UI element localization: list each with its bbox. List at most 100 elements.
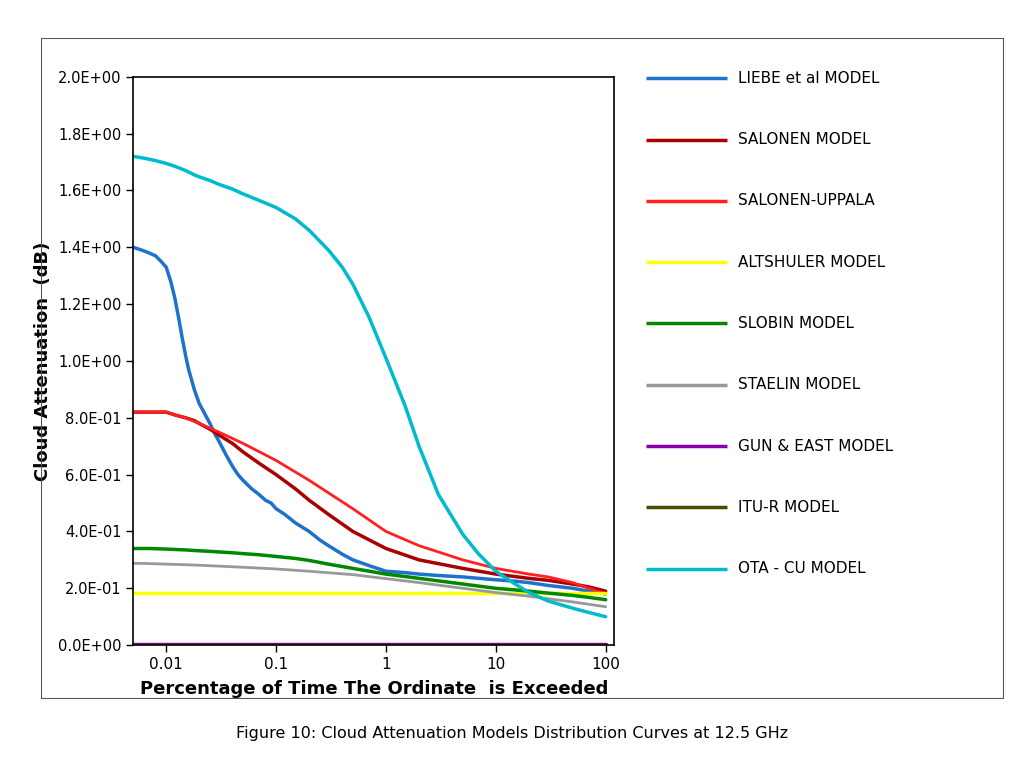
Y-axis label: Cloud Attenuation  (dB): Cloud Attenuation (dB) [34, 241, 52, 481]
Text: ALTSHULER MODEL: ALTSHULER MODEL [738, 255, 886, 270]
OTA - CU MODEL [473, 550, 485, 559]
LIEBE et al MODEL [432, 571, 444, 580]
SLOBIN MODEL [323, 560, 335, 569]
LIEBE et al MODEL [413, 570, 425, 579]
LIEBE et al MODEL [265, 498, 278, 508]
Text: Figure 10: Cloud Attenuation Models Distribution Curves at 12.5 GHz: Figure 10: Cloud Attenuation Models Dist… [236, 726, 788, 741]
LIEBE et al MODEL [226, 462, 239, 471]
SALONEN-UPPALA [347, 504, 359, 513]
GUN & EAST MODEL [457, 640, 469, 649]
LIEBE et al MODEL [336, 550, 348, 559]
LIEBE et al MODEL [313, 535, 326, 545]
SALONEN MODEL [204, 425, 216, 434]
SLOBIN MODEL [583, 593, 595, 602]
Line: SALONEN-UPPALA: SALONEN-UPPALA [133, 412, 606, 594]
LIEBE et al MODEL [204, 419, 216, 428]
Line: LIEBE et al MODEL: LIEBE et al MODEL [133, 247, 606, 594]
SALONEN MODEL [194, 419, 206, 428]
STAELIN MODEL [179, 560, 191, 569]
OTA - CU MODEL [143, 154, 156, 164]
SALONEN MODEL [270, 470, 283, 479]
ALTSHULER MODEL [237, 588, 249, 598]
OTA - CU MODEL [127, 152, 139, 161]
SALONEN MODEL [127, 408, 139, 417]
SALONEN-UPPALA [489, 564, 502, 573]
OTA - CU MODEL [270, 203, 283, 212]
SALONEN MODEL [226, 439, 239, 448]
GUN & EAST MODEL [380, 640, 392, 649]
SALONEN-UPPALA [566, 578, 579, 588]
STAELIN MODEL [413, 578, 425, 588]
STAELIN MODEL [523, 591, 536, 601]
OTA - CU MODEL [169, 162, 181, 171]
GUN & EAST MODEL [523, 640, 536, 649]
LIEBE et al MODEL [246, 485, 258, 494]
Line: SALONEN MODEL: SALONEN MODEL [133, 412, 606, 591]
OTA - CU MODEL [303, 226, 315, 235]
SALONEN MODEL [347, 527, 359, 536]
LIEBE et al MODEL [259, 495, 271, 505]
SALONEN-UPPALA [413, 541, 425, 550]
SLOBIN MODEL [347, 564, 359, 573]
SALONEN MODEL [523, 574, 536, 583]
Text: SALONEN MODEL: SALONEN MODEL [738, 132, 870, 147]
SALONEN-UPPALA [150, 408, 162, 417]
OTA - CU MODEL [237, 189, 249, 198]
SLOBIN MODEL [188, 546, 201, 555]
ITU-R MODEL [380, 641, 392, 650]
LIEBE et al MODEL [160, 263, 172, 272]
Text: ITU-R MODEL: ITU-R MODEL [738, 500, 840, 515]
GUN & EAST MODEL [270, 640, 283, 649]
SALONEN-UPPALA [583, 584, 595, 593]
ITU-R MODEL [237, 641, 249, 650]
SALONEN MODEL [169, 410, 181, 419]
ITU-R MODEL [600, 641, 612, 650]
ALTSHULER MODEL [380, 588, 392, 598]
SALONEN-UPPALA [380, 527, 392, 536]
OTA - CU MODEL [380, 353, 392, 362]
SLOBIN MODEL [237, 549, 249, 558]
Text: STAELIN MODEL: STAELIN MODEL [738, 377, 860, 392]
Text: LIEBE et al MODEL: LIEBE et al MODEL [738, 71, 880, 86]
GUN & EAST MODEL [583, 640, 595, 649]
SALONEN MODEL [253, 458, 265, 468]
OTA - CU MODEL [336, 263, 348, 272]
OTA - CU MODEL [323, 246, 335, 255]
SALONEN-UPPALA [270, 455, 283, 465]
SALONEN-UPPALA [179, 413, 191, 422]
STAELIN MODEL [489, 588, 502, 598]
SLOBIN MODEL [566, 591, 579, 600]
LIEBE et al MODEL [362, 561, 375, 570]
LIEBE et al MODEL [380, 567, 392, 576]
SALONEN-UPPALA [160, 408, 172, 417]
SALONEN MODEL [457, 564, 469, 573]
LIEBE et al MODEL [165, 276, 177, 286]
OTA - CU MODEL [253, 196, 265, 205]
SLOBIN MODEL [127, 544, 139, 553]
OTA - CU MODEL [432, 490, 444, 499]
LIEBE et al MODEL [135, 246, 147, 255]
STAELIN MODEL [303, 567, 315, 576]
LIEBE et al MODEL [600, 589, 612, 598]
ALTSHULER MODEL [523, 588, 536, 598]
OTA - CU MODEL [509, 579, 521, 588]
SALONEN MODEL [566, 579, 579, 588]
LIEBE et al MODEL [143, 248, 156, 257]
OTA - CU MODEL [176, 164, 188, 174]
LIEBE et al MODEL [457, 572, 469, 581]
OTA - CU MODEL [135, 153, 147, 162]
Text: GUN & EAST MODEL: GUN & EAST MODEL [738, 439, 893, 454]
X-axis label: Percentage of Time The Ordinate  is Exceeded: Percentage of Time The Ordinate is Excee… [139, 680, 608, 698]
OTA - CU MODEL [155, 157, 167, 167]
ALTSHULER MODEL [457, 588, 469, 598]
STAELIN MODEL [566, 598, 579, 607]
Text: OTA - CU MODEL: OTA - CU MODEL [738, 561, 865, 576]
OTA - CU MODEL [583, 607, 595, 617]
STAELIN MODEL [194, 561, 206, 570]
OTA - CU MODEL [212, 180, 224, 189]
SALONEN-UPPALA [237, 439, 249, 448]
SALONEN-UPPALA [542, 572, 554, 581]
SALONEN MODEL [212, 430, 224, 439]
SLOBIN MODEL [489, 584, 502, 593]
ALTSHULER MODEL [600, 588, 612, 598]
